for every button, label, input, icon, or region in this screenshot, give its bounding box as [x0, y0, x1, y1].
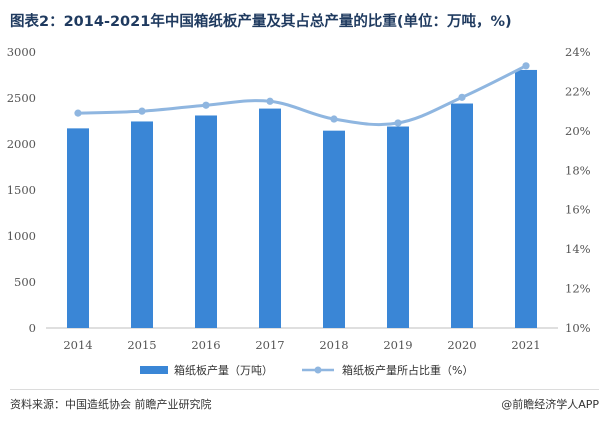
- y-right-tick-label: 22%: [565, 84, 591, 98]
- y-left-tick-label: 1500: [7, 183, 36, 197]
- legend-line-label: 箱纸板产量所占比重（%）: [342, 363, 473, 377]
- bar: [323, 130, 345, 328]
- y-left-tick-label: 3000: [7, 45, 36, 59]
- brand-credit: @前瞻经济学人APP: [501, 398, 599, 411]
- x-tick-label: 2017: [255, 338, 284, 352]
- x-tick-label: 2020: [447, 338, 476, 352]
- left-axis: 0 500 1000 1500 2000 2500 3000: [7, 45, 36, 335]
- y-right-tick-label: 12%: [565, 282, 591, 296]
- bar: [67, 128, 89, 328]
- line-point: [74, 109, 82, 117]
- legend-bar-swatch: [140, 366, 168, 374]
- line-point: [202, 101, 210, 109]
- legend-bar-label: 箱纸板产量（万吨）: [174, 363, 273, 377]
- x-tick-label: 2014: [63, 338, 92, 352]
- y-right-tick-label: 24%: [565, 45, 591, 59]
- y-right-tick-label: 20%: [565, 124, 591, 138]
- y-right-tick-label: 10%: [565, 321, 591, 335]
- line-point: [522, 62, 530, 70]
- right-axis: 10% 12% 14% 16% 18% 20% 22% 24%: [565, 45, 591, 335]
- bar: [259, 108, 281, 328]
- bar: [387, 126, 409, 329]
- y-right-tick-label: 18%: [565, 163, 591, 177]
- legend: 箱纸板产量（万吨） 箱纸板产量所占比重（%）: [140, 363, 473, 377]
- line-path: [77, 64, 527, 127]
- bar: [131, 121, 153, 329]
- bar: [195, 115, 217, 328]
- y-left-tick-label: 2500: [7, 91, 36, 105]
- line-point: [458, 93, 466, 101]
- source-note: 资料来源：中国造纸协会 前瞻产业研究院: [10, 398, 212, 411]
- y-left-tick-label: 0: [29, 321, 36, 335]
- chart-title: 图表2：2014-2021年中国箱纸板产量及其占总产量的比重(单位：万吨，%): [10, 14, 512, 30]
- line-point: [138, 107, 146, 115]
- footer-divider: [10, 389, 599, 390]
- x-tick-label: 2021: [511, 338, 540, 352]
- x-tick-label: 2019: [383, 338, 412, 352]
- line-point: [394, 119, 402, 127]
- x-tick-label: 2018: [319, 338, 348, 352]
- bar: [515, 69, 537, 328]
- x-tick-label: 2016: [191, 338, 220, 352]
- line-point: [330, 115, 338, 123]
- y-right-tick-label: 16%: [565, 203, 591, 217]
- x-axis: 2014 2015 2016 2017 2018 2019 2020 2021: [63, 338, 540, 352]
- y-left-tick-label: 2000: [7, 137, 36, 151]
- bar-series: [67, 69, 537, 329]
- legend-line-marker: [314, 366, 322, 374]
- y-right-tick-label: 14%: [565, 242, 591, 256]
- line-point: [266, 97, 274, 105]
- x-tick-label: 2015: [127, 338, 156, 352]
- y-left-tick-label: 1000: [7, 229, 36, 243]
- y-left-tick-label: 500: [14, 275, 36, 289]
- bar: [451, 103, 473, 329]
- line-series: [74, 62, 530, 127]
